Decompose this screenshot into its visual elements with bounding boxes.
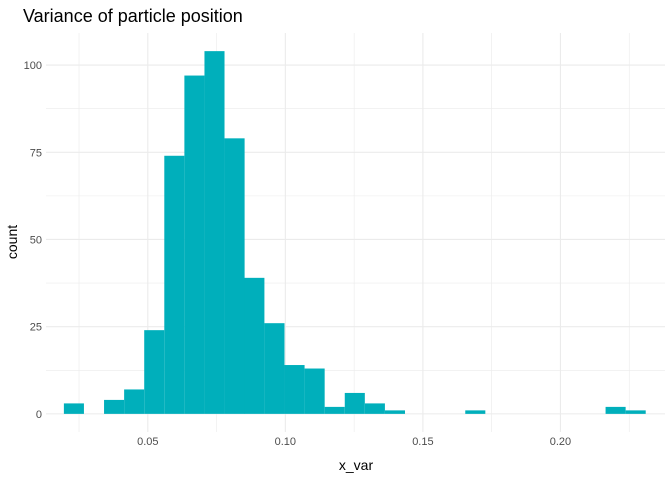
histogram-bar [224, 138, 245, 414]
y-tick-label: 75 [30, 147, 42, 159]
y-axis-tick-labels: 0 25 50 75 100 [24, 60, 42, 421]
x-tick-label: 0.10 [275, 436, 296, 448]
histogram-bar [244, 277, 265, 414]
minor-gridlines [46, 33, 665, 432]
histogram-bar [104, 399, 125, 414]
histogram-bars [63, 51, 646, 414]
histogram-bar [625, 410, 646, 414]
histogram-bar [164, 155, 185, 414]
histogram-bar [324, 406, 345, 414]
histogram-bar [384, 410, 405, 414]
chart-title: Variance of particle position [23, 6, 243, 26]
histogram-bar [605, 406, 626, 414]
x-tick-label: 0.05 [137, 436, 158, 448]
major-gridlines [46, 33, 665, 432]
histogram-bar [465, 410, 486, 414]
y-tick-label: 0 [36, 409, 42, 421]
histogram-bar [63, 403, 84, 414]
y-tick-label: 25 [30, 322, 42, 334]
y-axis-title: count [4, 225, 20, 259]
histogram-bar [184, 75, 205, 414]
x-tick-label: 0.15 [412, 436, 433, 448]
y-tick-label: 50 [30, 234, 42, 246]
histogram-bar [144, 330, 165, 414]
histogram-bar [124, 389, 145, 414]
histogram-bar [204, 51, 225, 414]
histogram-bar [344, 392, 365, 414]
histogram-bar [264, 323, 285, 414]
histogram-bar [284, 365, 305, 414]
x-axis-tick-labels: 0.05 0.10 0.15 0.20 [137, 436, 571, 448]
x-axis-title: x_var [339, 457, 374, 473]
x-tick-label: 0.20 [550, 436, 571, 448]
histogram-bar [304, 368, 325, 414]
y-tick-label: 100 [24, 60, 42, 72]
histogram-bar [364, 403, 385, 414]
